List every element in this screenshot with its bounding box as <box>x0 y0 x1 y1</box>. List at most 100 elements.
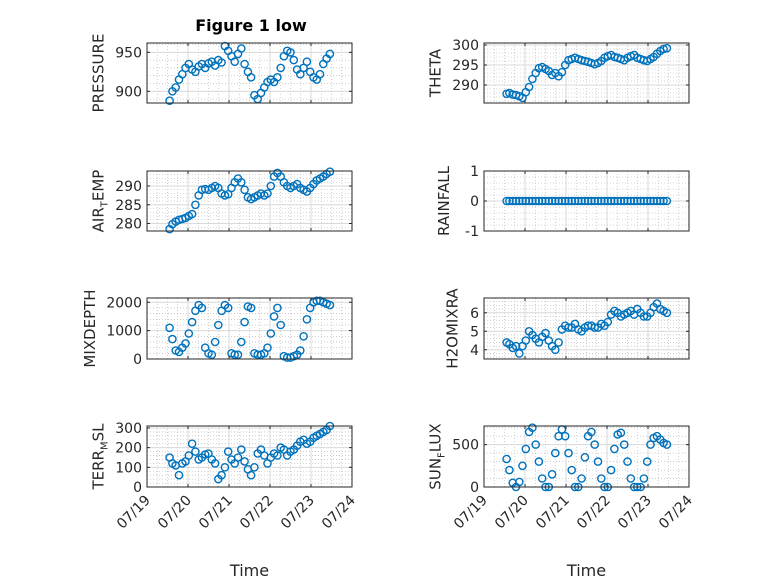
data-point <box>623 457 632 466</box>
data-point <box>213 320 223 330</box>
data-point <box>515 477 524 487</box>
data-point <box>302 57 312 67</box>
data-point <box>597 196 606 206</box>
data-point <box>233 350 243 360</box>
x-tick-label: 07/19 <box>114 493 154 533</box>
data-point <box>616 428 626 438</box>
data-point <box>210 337 220 347</box>
y-tick-label: 300 <box>115 421 142 437</box>
data-point <box>236 337 246 347</box>
data-point <box>580 452 590 462</box>
data-point <box>217 58 226 67</box>
data-point <box>626 474 636 483</box>
y-axis-label: SUNFLUX <box>427 423 448 489</box>
axes-box <box>483 297 690 360</box>
data-point <box>325 49 335 59</box>
subplot-rainfall: -1 0 1 RAINFALL <box>435 164 690 240</box>
data-point <box>325 167 335 176</box>
x-tick-label: 07/24 <box>319 492 359 532</box>
y-tick-label: 280 <box>115 217 142 233</box>
data-point <box>502 454 511 464</box>
data-point <box>230 57 239 67</box>
y-tick-label: 300 <box>452 38 479 54</box>
data-point <box>184 329 194 338</box>
data-point <box>662 308 672 318</box>
data-point <box>613 196 623 206</box>
x-axis-label: Time <box>566 561 606 580</box>
data-point <box>551 345 560 355</box>
data-point <box>223 303 233 313</box>
data-point <box>603 317 613 327</box>
x-tick-label: 07/22 <box>237 493 277 533</box>
data-point <box>642 457 652 466</box>
data-point <box>240 185 249 195</box>
data-point <box>165 96 174 105</box>
data-point <box>554 338 563 347</box>
subplot-mixdepth: 0 1000 2000 MIXDEPTH <box>81 289 353 368</box>
data-point <box>547 196 557 206</box>
data-point <box>524 82 534 92</box>
subplot-terr-msl: 0 100 200 300 07/19 07/20 07/21 07/22 07/23 07/24… <box>90 421 359 580</box>
y-tick-label: 200 <box>115 441 142 457</box>
data-point <box>223 447 233 456</box>
y-tick-label: 1 <box>470 164 479 180</box>
data-point <box>266 181 276 191</box>
x-tick-label: 07/19 <box>451 493 491 533</box>
y-axis-label: TERRMSL <box>90 423 111 491</box>
data-point <box>286 48 295 57</box>
data-point <box>273 451 282 460</box>
data-point <box>191 447 200 456</box>
x-tick-label: 07/24 <box>656 492 696 532</box>
subplot-theta: 290 295 300 THETA <box>427 38 690 104</box>
subplot-h2omixra: 4 5 6 H2OMIXRA <box>444 288 690 369</box>
data-point <box>610 196 619 206</box>
data-point <box>217 470 226 480</box>
data-point <box>263 189 272 198</box>
y-tick-label: 1000 <box>106 324 142 340</box>
data-point <box>564 448 573 458</box>
data-point <box>233 453 243 462</box>
data-point <box>246 470 256 480</box>
data-point <box>646 440 655 449</box>
data-point <box>547 469 557 479</box>
y-tick-label: 6 <box>470 306 479 322</box>
data-point <box>220 462 230 472</box>
data-point <box>236 177 246 187</box>
data-point <box>191 200 200 210</box>
y-tick-label: 100 <box>115 460 142 476</box>
data-point <box>544 196 554 206</box>
y-axis-label: RAINFALL <box>435 165 453 236</box>
data-point <box>168 334 177 344</box>
data-point <box>639 312 649 321</box>
data-point <box>551 448 560 458</box>
data-point <box>276 320 286 330</box>
data-point <box>210 459 220 468</box>
x-tick-label: 07/23 <box>615 493 655 533</box>
y-tick-label: 2000 <box>106 295 142 311</box>
y-tick-label: 0 <box>133 352 142 368</box>
axes-box <box>146 170 353 232</box>
data-point <box>184 451 194 460</box>
data-point <box>515 349 524 358</box>
y-tick-label: 290 <box>452 78 479 94</box>
data-point <box>639 474 649 483</box>
data-point <box>662 43 672 53</box>
data-point <box>502 196 511 206</box>
axes-box <box>146 297 353 360</box>
data-point <box>250 462 259 472</box>
y-axis-label: MIXDEPTH <box>81 289 99 367</box>
data-point <box>165 323 174 333</box>
data-point <box>187 209 197 219</box>
data-point <box>560 431 570 441</box>
data-point <box>295 346 305 355</box>
data-point <box>590 440 600 449</box>
x-tick-label: 07/21 <box>196 493 236 533</box>
data-point <box>236 445 246 454</box>
y-tick-label: 950 <box>115 45 142 61</box>
data-point <box>325 300 335 310</box>
data-point <box>187 439 197 449</box>
axes-box <box>483 425 690 488</box>
subplot-sun-flux: 0 500 07/19 07/20 07/21 07/22 07/23 07/24 Time SU… <box>427 423 696 580</box>
data-point <box>537 474 547 483</box>
